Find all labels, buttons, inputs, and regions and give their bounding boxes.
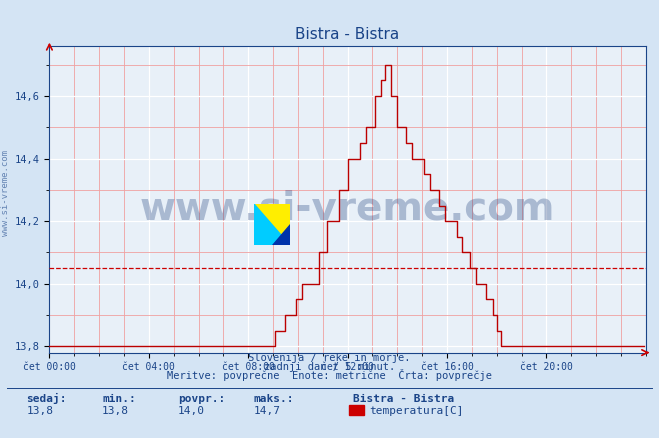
Polygon shape <box>254 204 290 245</box>
Text: maks.:: maks.: <box>254 394 294 404</box>
Text: zadnji dan / 5 minut.: zadnji dan / 5 minut. <box>264 362 395 372</box>
Text: temperatura[C]: temperatura[C] <box>369 406 463 416</box>
Polygon shape <box>272 224 290 245</box>
Text: www.si-vreme.com: www.si-vreme.com <box>1 150 10 236</box>
Text: Meritve: povprečne  Enote: metrične  Črta: povprečje: Meritve: povprečne Enote: metrične Črta:… <box>167 369 492 381</box>
Polygon shape <box>254 204 290 245</box>
Title: Bistra - Bistra: Bistra - Bistra <box>295 27 400 42</box>
Text: 14,7: 14,7 <box>254 406 281 416</box>
Text: 14,0: 14,0 <box>178 406 205 416</box>
Text: Slovenija / reke in morje.: Slovenija / reke in morje. <box>248 353 411 364</box>
Text: www.si-vreme.com: www.si-vreme.com <box>140 190 556 227</box>
Text: 13,8: 13,8 <box>102 406 129 416</box>
Text: min.:: min.: <box>102 394 136 404</box>
Text: povpr.:: povpr.: <box>178 394 225 404</box>
Text: sedaj:: sedaj: <box>26 393 67 404</box>
Text: 13,8: 13,8 <box>26 406 53 416</box>
Text: Bistra - Bistra: Bistra - Bistra <box>353 394 454 404</box>
